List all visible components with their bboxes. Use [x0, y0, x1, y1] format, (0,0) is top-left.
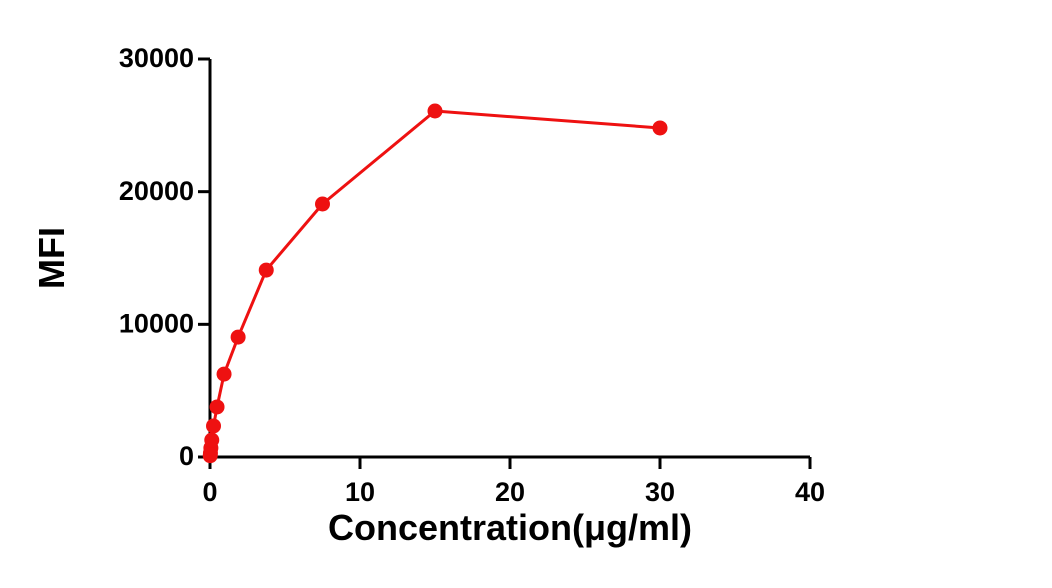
data-point [204, 432, 220, 448]
data-point [427, 103, 443, 119]
x-tick-label: 30 [645, 477, 675, 507]
x-axis-title: Concentration(μg/ml) [328, 507, 692, 548]
y-tick-label: 10000 [119, 308, 194, 338]
data-line [208, 109, 661, 456]
y-tick-label: 0 [179, 441, 194, 471]
data-point [258, 262, 274, 278]
data-point [206, 418, 222, 434]
y-axis-title: MFI [31, 227, 72, 289]
y-tick-label: 20000 [119, 176, 194, 206]
data-point [230, 329, 246, 345]
data-point [315, 196, 330, 212]
x-tick-label: 10 [345, 477, 375, 507]
x-tick-label: 20 [495, 477, 525, 507]
x-tick-label: 0 [202, 477, 217, 507]
data-point [209, 399, 225, 415]
data-point [216, 366, 232, 382]
y-tick-label: 30000 [119, 43, 194, 73]
x-tick-label: 40 [795, 477, 825, 507]
data-point [652, 120, 668, 136]
